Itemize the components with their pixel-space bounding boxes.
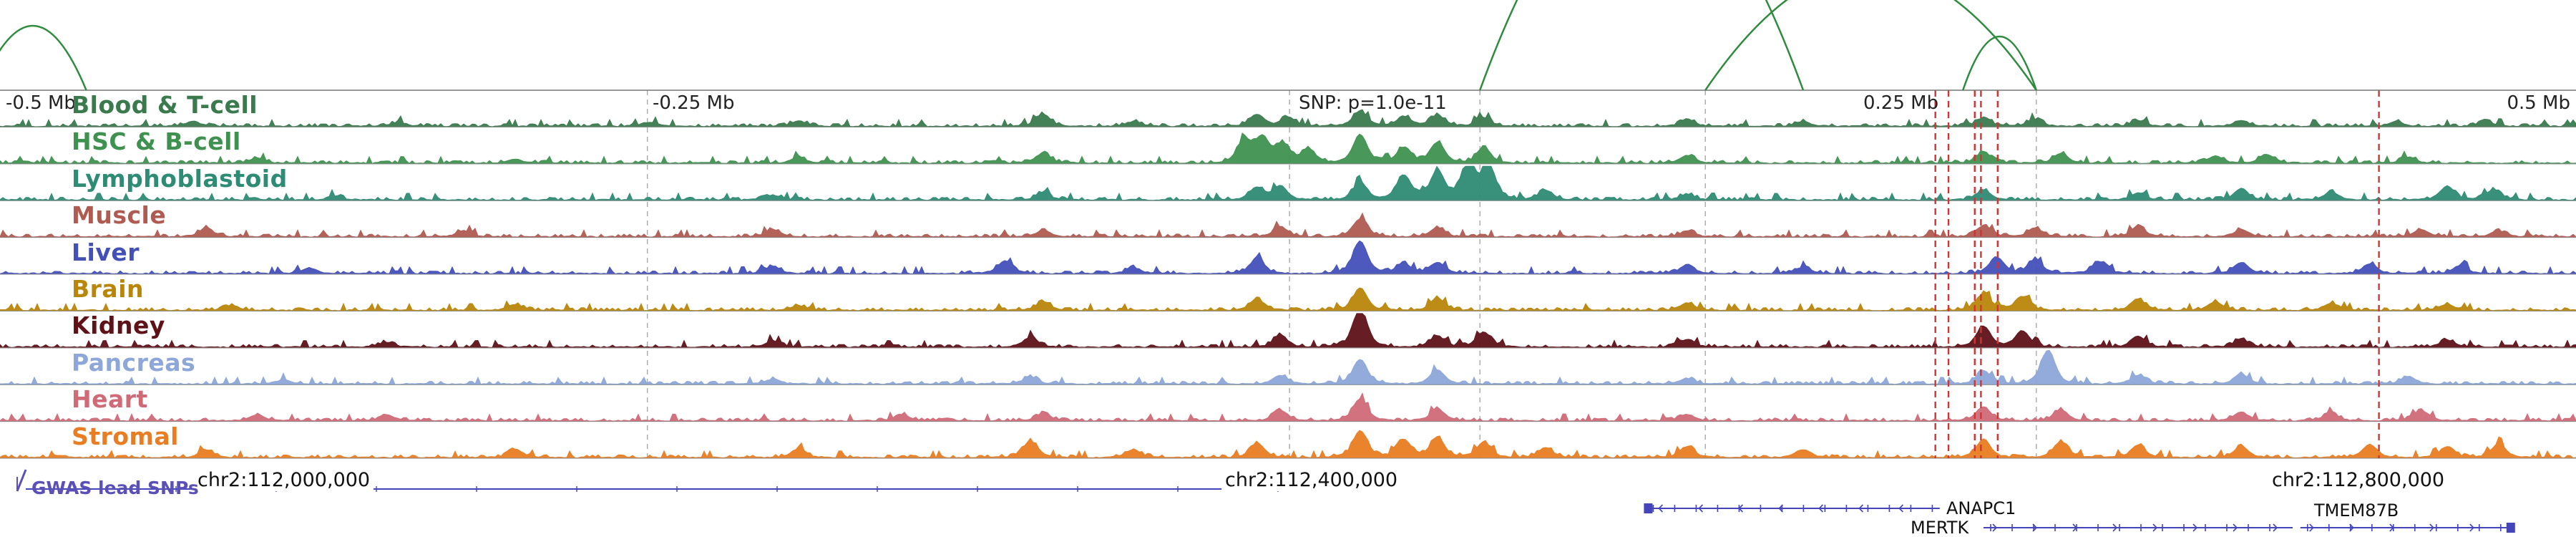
gene-label-mertk: MERTK	[1909, 518, 1971, 537]
signal-liver	[0, 240, 2576, 275]
gene-label-anapc1: ANAPC1	[1945, 498, 2018, 518]
tick-label-minus-0-5mb: -0.5 Mb	[6, 92, 76, 114]
signal-lymphoblastoid	[0, 165, 2576, 201]
track-label-lymphoblastoid: Lymphoblastoid	[72, 165, 288, 193]
gwas-lead-snps-label: GWAS lead SNPs	[31, 478, 199, 498]
signal-hsc-b-cell	[0, 132, 2576, 165]
track-label-muscle: Muscle	[72, 201, 167, 229]
gwas-lead-snp-mark	[16, 469, 27, 492]
coordinate-label-112800000: chr2:112,800,000	[2268, 470, 2449, 491]
track-label-kidney: Kidney	[72, 311, 165, 339]
track-label-brain: Brain	[72, 275, 145, 303]
tick-label-0-5mb: 0.5 Mb	[2507, 92, 2570, 114]
coordinate-label-112400000: chr2:112,400,000	[1221, 470, 1402, 491]
signal-tracks	[0, 109, 2576, 459]
track-label-stromal: Stromal	[72, 422, 179, 450]
tick-label-0-25mb: 0.25 Mb	[1863, 92, 1939, 114]
track-label-pancreas: Pancreas	[72, 349, 196, 377]
signal-brain	[0, 287, 2576, 311]
track-label-hsc-b-cell: HSC & B-cell	[72, 127, 241, 155]
tick-label-minus-0-25mb: -0.25 Mb	[653, 92, 735, 114]
track-label-liver: Liver	[72, 238, 140, 266]
coordinate-label-112000000: chr2:112,000,000	[194, 470, 374, 491]
track-label-blood-t-cell: Blood & T-cell	[72, 91, 258, 119]
gene-models	[26, 486, 2515, 533]
signal-heart	[0, 392, 2576, 422]
signal-stromal	[0, 430, 2576, 459]
interaction-arcs	[0, 0, 2037, 91]
gene-label-tmem87b: TMEM87B	[2313, 500, 2401, 521]
signal-pancreas	[0, 349, 2576, 385]
signal-kidney	[0, 313, 2576, 349]
track-label-heart: Heart	[72, 385, 148, 413]
signal-blood-t-cell	[0, 109, 2576, 127]
snp-lines	[1934, 90, 2380, 458]
snp-pvalue-label: SNP: p=1.0e-11	[1299, 92, 1447, 114]
signal-muscle	[0, 212, 2576, 238]
